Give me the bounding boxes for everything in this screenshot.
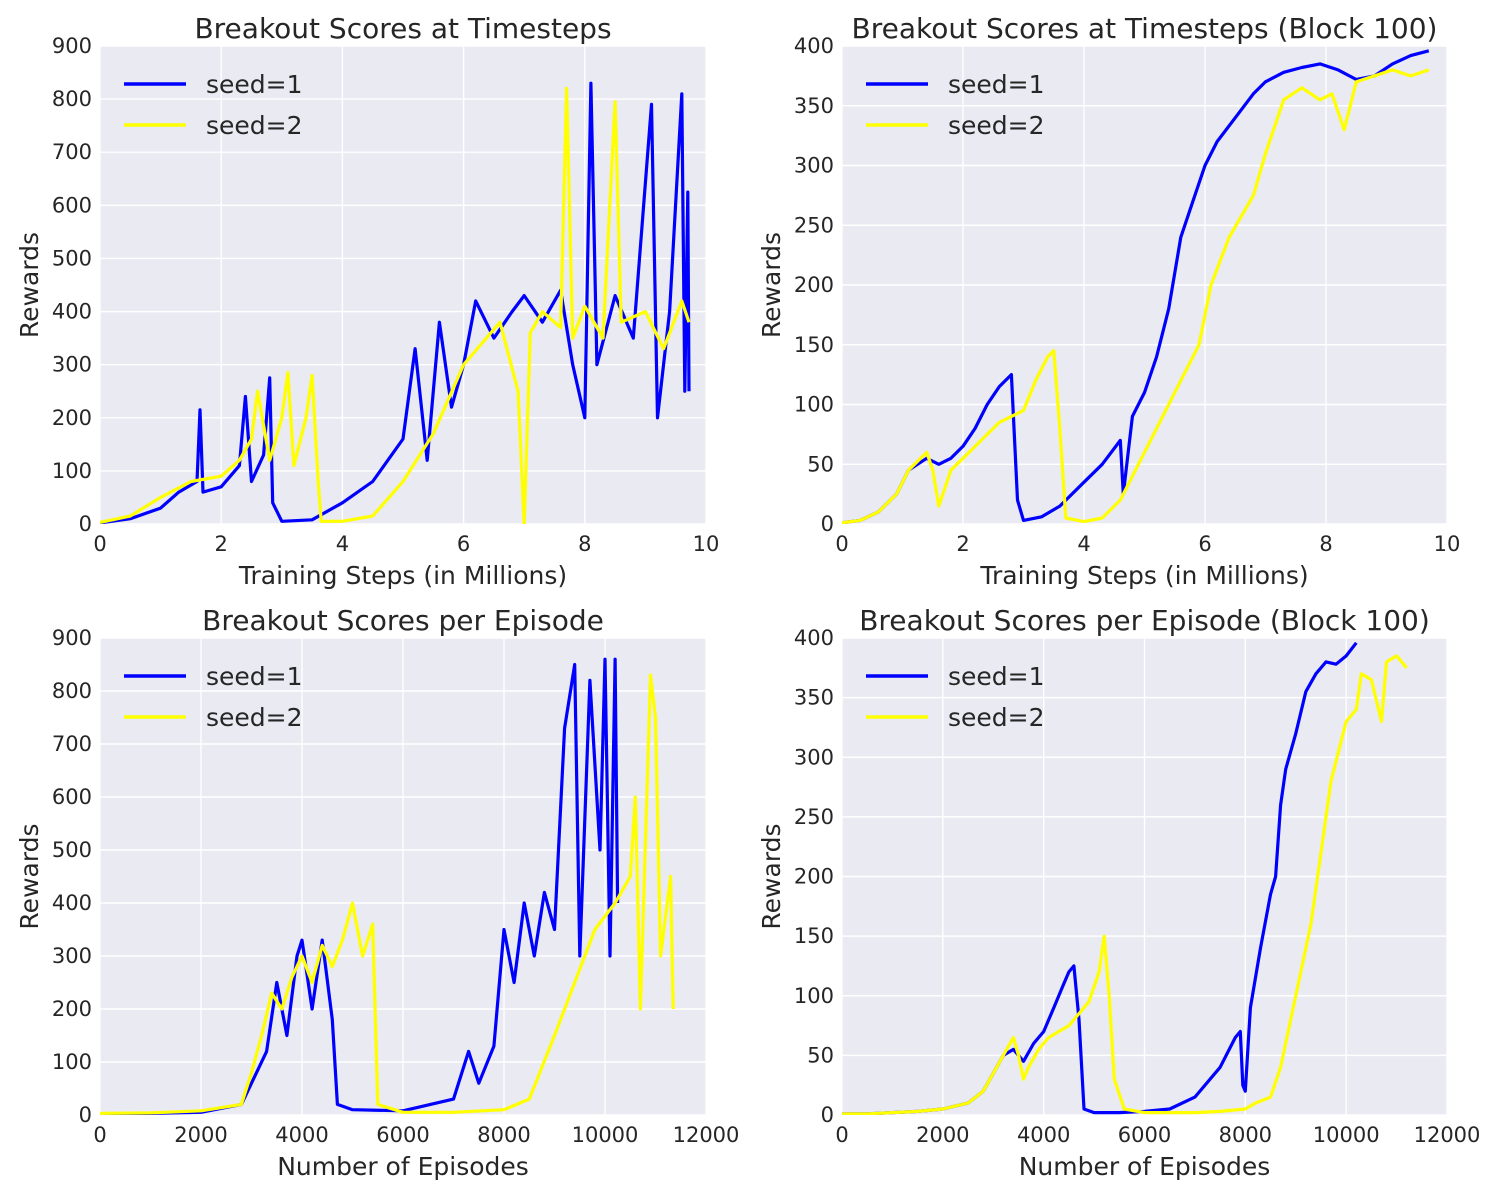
series-line-seed-2: [100, 673, 675, 1115]
x-tick-label: 0: [835, 532, 848, 556]
x-tick-label: 0: [93, 532, 106, 556]
x-tick-label: 10000: [1313, 1123, 1380, 1147]
y-tick-label: 300: [52, 944, 92, 968]
series-line-seed-1: [100, 657, 620, 1115]
y-axis-label: Rewards: [15, 823, 44, 929]
series-line-seed-2: [842, 68, 1430, 524]
y-tick-label: 0: [821, 512, 834, 536]
y-tick-label: 100: [794, 393, 834, 417]
x-axis-label: Training Steps (in Millions): [238, 561, 567, 590]
x-tick-label: 6: [1198, 532, 1211, 556]
y-tick-label: 0: [79, 512, 92, 536]
x-tick-label: 4000: [1017, 1123, 1070, 1147]
y-tick-label: 0: [79, 1103, 92, 1127]
x-tick-label: 8: [578, 532, 591, 556]
series-group: [100, 657, 675, 1115]
series-group: [842, 49, 1430, 524]
x-tick-label: 12000: [1414, 1123, 1481, 1147]
x-tick-label: 2000: [174, 1123, 227, 1147]
series-line-seed-1: [100, 81, 691, 524]
legend-label: seed=2: [206, 111, 303, 140]
x-tick-label: 2: [215, 532, 228, 556]
y-tick-label: 50: [807, 1043, 834, 1067]
y-tick-label: 500: [52, 838, 92, 862]
y-tick-label: 200: [52, 997, 92, 1021]
x-tick-label: 8000: [1219, 1123, 1272, 1147]
y-tick-label: 50: [807, 452, 834, 476]
y-tick-label: 150: [794, 924, 834, 948]
y-tick-label: 700: [52, 732, 92, 756]
chart-panel-1: 0 2 4 6 8 100100200300400500600700800900seed=…: [15, 12, 719, 590]
x-tick-label: 0: [93, 1123, 106, 1147]
legend-label: seed=2: [948, 703, 1045, 732]
legend-label: seed=1: [206, 662, 303, 691]
y-tick-label: 250: [794, 805, 834, 829]
chart-title: Breakout Scores at Timesteps (Block 100): [852, 12, 1438, 45]
series-group: [842, 641, 1408, 1115]
y-tick-label: 700: [52, 140, 92, 164]
chart-panel-3: 0 2000 4000 6000 8000 10000 12000 0 100 200 300 400…: [15, 604, 739, 1181]
legend-label: seed=1: [948, 662, 1045, 691]
y-tick-label: 900: [52, 626, 92, 650]
x-axis-label: Training Steps (in Millions): [979, 561, 1308, 590]
chart-title: Breakout Scores at Timesteps: [194, 12, 611, 45]
legend-label: seed=1: [206, 70, 303, 99]
x-tick-label: 4000: [275, 1123, 328, 1147]
x-tick-label: 0: [835, 1123, 848, 1147]
y-axis-label: Rewards: [757, 823, 786, 929]
x-tick-label: 6000: [376, 1123, 429, 1147]
y-tick-label: 600: [52, 785, 92, 809]
x-tick-label: 6: [457, 532, 470, 556]
series-line-seed-2: [100, 86, 691, 524]
y-tick-label: 100: [794, 984, 834, 1008]
x-tick-label: 10: [693, 532, 720, 556]
x-tick-label: 4: [1077, 532, 1090, 556]
y-tick-label: 200: [794, 273, 834, 297]
y-tick-label: 900: [52, 34, 92, 58]
y-tick-label: 300: [52, 353, 92, 377]
legend-label: seed=2: [948, 111, 1045, 140]
x-axis-label: Number of Episodes: [277, 1152, 529, 1181]
x-tick-label: 2000: [916, 1123, 969, 1147]
y-tick-label: 200: [52, 406, 92, 430]
chart-panel-4: 0 2000 4000 6000 8000 10000 12000 0 50 100 150 200 2…: [757, 604, 1480, 1181]
chart-title: Breakout Scores per Episode (Block 100): [859, 604, 1430, 637]
y-tick-label: 800: [52, 87, 92, 111]
y-tick-label: 200: [794, 865, 834, 889]
x-tick-label: 8000: [477, 1123, 530, 1147]
y-tick-label: 100: [52, 1050, 92, 1074]
y-tick-label: 400: [52, 300, 92, 324]
chart-title: Breakout Scores per Episode: [202, 604, 604, 637]
x-axis-label: Number of Episodes: [1019, 1152, 1271, 1181]
legend-label: seed=2: [206, 703, 303, 732]
y-tick-label: 0: [821, 1103, 834, 1127]
y-tick-label: 400: [52, 891, 92, 915]
chart-panel-2: 0 2 4 6 8 10050100150200250300350400seed=1see…: [757, 12, 1460, 590]
series-group: [100, 81, 691, 524]
y-axis-label: Rewards: [15, 232, 44, 338]
x-tick-label: 8: [1319, 532, 1332, 556]
y-tick-label: 350: [794, 686, 834, 710]
x-tick-label: 2: [956, 532, 969, 556]
y-tick-label: 800: [52, 679, 92, 703]
y-tick-label: 600: [52, 193, 92, 217]
y-tick-label: 100: [52, 459, 92, 483]
y-tick-label: 300: [794, 745, 834, 769]
y-axis-label: Rewards: [757, 232, 786, 338]
y-tick-label: 400: [794, 626, 834, 650]
y-tick-label: 350: [794, 94, 834, 118]
x-tick-label: 6000: [1118, 1123, 1171, 1147]
y-tick-label: 300: [794, 154, 834, 178]
legend-label: seed=1: [948, 70, 1045, 99]
y-tick-label: 150: [794, 333, 834, 357]
y-tick-label: 250: [794, 213, 834, 237]
x-tick-label: 12000: [673, 1123, 740, 1147]
x-tick-label: 10000: [572, 1123, 639, 1147]
x-tick-label: 4: [336, 532, 349, 556]
series-line-seed-2: [842, 654, 1408, 1115]
x-tick-label: 10: [1434, 532, 1461, 556]
y-tick-label: 400: [794, 34, 834, 58]
y-tick-label: 500: [52, 246, 92, 270]
